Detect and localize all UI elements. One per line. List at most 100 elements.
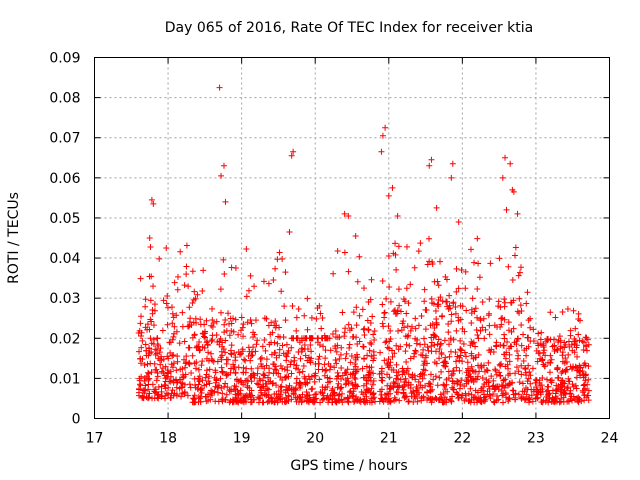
data-point [449,393,456,400]
data-point [189,299,196,306]
data-point [585,363,592,370]
data-point [437,341,444,348]
data-point [515,272,522,279]
data-point [433,360,440,367]
data-point [304,395,311,402]
data-point [532,376,539,383]
data-point [250,329,257,336]
data-point [441,337,448,344]
data-point [248,348,255,355]
data-point [400,390,407,397]
data-point [366,347,373,354]
data-point [251,396,258,403]
data-point [471,308,478,315]
data-point [508,299,515,306]
data-point [345,378,352,385]
data-point [347,371,354,378]
data-point [179,365,186,372]
data-point [393,342,400,349]
data-point [568,397,575,404]
data-point [497,362,504,369]
data-point [277,396,284,403]
data-point [264,385,271,392]
data-point [434,341,441,348]
data-point [470,339,477,346]
data-point [137,360,144,367]
data-point [349,393,356,400]
data-point [475,335,482,342]
data-point [504,338,511,345]
data-point [379,374,386,381]
data-point [285,347,292,354]
data-point [279,342,286,349]
data-point [349,333,356,340]
data-point [222,337,229,344]
data-point [295,348,302,355]
data-point [272,318,279,325]
data-point [538,329,545,336]
data-point [479,374,486,381]
data-point [577,317,584,324]
data-point [470,394,477,401]
data-point [221,321,228,328]
data-point [268,351,275,358]
data-point [316,353,323,360]
data-point [422,367,429,374]
data-point [559,368,566,375]
data-point [295,306,302,313]
data-point [516,379,523,386]
data-point [162,382,169,389]
data-point [392,396,399,403]
data-point [178,393,185,400]
data-point [439,312,446,319]
data-point [329,331,336,338]
data-point [222,198,229,205]
data-point [412,325,419,332]
data-point [300,362,307,369]
data-point [435,336,442,343]
data-point [336,391,343,398]
data-point [378,377,385,384]
data-point [162,375,169,382]
data-point [455,394,462,401]
data-point [446,302,453,309]
data-point [383,295,390,302]
data-point [580,382,587,389]
data-point [388,366,395,373]
data-point [523,352,530,359]
data-point [247,373,254,380]
data-point [537,386,544,393]
data-point [398,327,405,334]
data-point [223,391,230,398]
data-point [378,386,385,393]
data-point [567,387,574,394]
data-point [194,291,201,298]
data-point [240,333,247,340]
data-point [333,360,340,367]
data-point [320,343,327,350]
x-tick-label: 18 [159,431,177,447]
data-point [369,313,376,320]
data-point [327,347,334,354]
data-point [222,380,229,387]
data-point [345,268,352,275]
data-point [191,375,198,382]
data-point [356,253,363,260]
data-point [183,263,190,270]
data-point [545,399,552,406]
data-point [138,333,145,340]
data-point [205,349,212,356]
data-point [306,376,313,383]
data-point [407,355,414,362]
data-point [430,376,437,383]
data-point [478,387,485,394]
data-point [190,395,197,402]
data-point [525,343,532,350]
data-point [141,386,148,393]
data-point [411,264,418,271]
data-point [395,327,402,334]
data-point [557,337,564,344]
data-point [424,344,431,351]
data-point [367,389,374,396]
data-point [479,324,486,331]
